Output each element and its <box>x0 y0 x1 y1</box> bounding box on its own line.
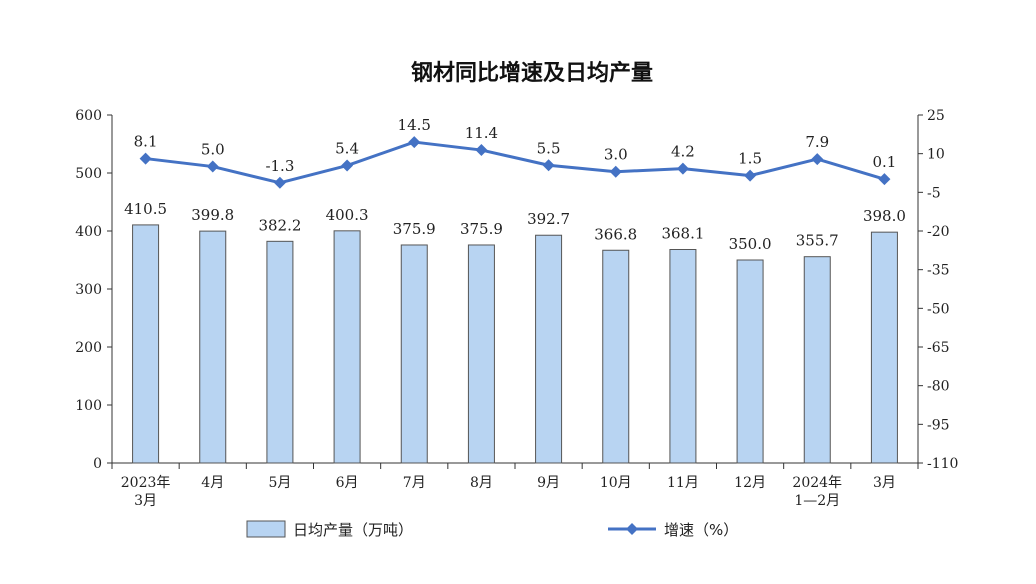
line-series <box>145 140 885 185</box>
y-left-tick-label: 300 <box>75 282 102 298</box>
line-data-label: -1.3 <box>265 157 294 175</box>
x-tick-label: 1—2月 <box>794 493 840 509</box>
line-point <box>542 159 555 172</box>
bar <box>400 244 428 464</box>
x-tick-label: 12月 <box>734 475 766 491</box>
bar-data-label: 399.8 <box>191 206 234 224</box>
bar-data-label: 375.9 <box>393 220 436 238</box>
line-data-label: 5.0 <box>201 141 225 159</box>
bar <box>870 231 898 464</box>
bar <box>199 230 227 464</box>
line-point <box>878 173 891 186</box>
bar <box>602 249 630 464</box>
y-left-tick-label: 400 <box>75 224 102 240</box>
line-point <box>341 159 354 172</box>
x-tick-label: 11月 <box>667 475 699 491</box>
bar-data-label: 410.5 <box>124 200 167 218</box>
y-left-tick-label: 600 <box>75 108 102 124</box>
line-point <box>475 144 488 157</box>
plot-area: 0 100 200 300 400 500 600 25 10 -5 -20 -35 -50 -65 -80… <box>75 108 958 509</box>
y-right-tick-label: -65 <box>927 340 950 356</box>
y-right-tick-label: -5 <box>927 185 941 201</box>
y-right-tick-label: -20 <box>927 224 950 240</box>
bar-data-label: 400.3 <box>326 206 369 224</box>
bar-data-label: 368.1 <box>661 225 704 243</box>
line-point <box>609 165 622 178</box>
x-tick-label: 8月 <box>470 475 493 491</box>
line-data-label: 5.5 <box>537 139 561 157</box>
line-point <box>273 176 286 189</box>
bar-data-label: 350.0 <box>729 235 772 253</box>
x-tick-label: 9月 <box>537 475 560 491</box>
legend-label-bar: 日均产量（万吨） <box>293 521 413 539</box>
y-right-tick-label: -110 <box>927 456 958 472</box>
bar <box>132 224 160 464</box>
line-data-label: 8.1 <box>134 133 158 151</box>
bar-data-label: 398.0 <box>863 207 906 225</box>
legend-swatch-bar <box>246 520 286 538</box>
y-right-tick-label: -80 <box>927 379 950 395</box>
legend-label-line: 增速（%） <box>664 521 738 539</box>
line-data-label: 0.1 <box>872 153 896 171</box>
bar <box>669 249 697 464</box>
x-tick-label: 2023年 <box>121 475 171 491</box>
bar-data-label: 392.7 <box>527 210 570 228</box>
y-right-tick-label: 10 <box>927 147 945 163</box>
line-data-label: 7.9 <box>805 133 829 151</box>
line-data-label: 11.4 <box>465 124 498 142</box>
y-left-tick-label: 200 <box>75 340 102 356</box>
y-left-tick-label: 0 <box>93 456 102 472</box>
bar <box>736 259 764 464</box>
line-data-label: 1.5 <box>738 150 762 168</box>
line-point <box>676 162 689 175</box>
bar-data-label: 382.2 <box>258 216 301 234</box>
x-tick-label: 10月 <box>600 475 632 491</box>
legend: 日均产量（万吨） 增速（%） <box>246 520 738 539</box>
chart-title: 钢材同比增速及日均产量 <box>411 60 653 86</box>
x-tick-label: 4月 <box>201 475 224 491</box>
x-tick-label: 2024年 <box>792 475 842 491</box>
x-tick-label: 3月 <box>873 475 896 491</box>
legend-marker <box>626 523 638 535</box>
line-point <box>206 160 219 173</box>
bar <box>467 244 495 464</box>
x-tick-label: 3月 <box>134 493 157 509</box>
x-tick-label: 7月 <box>403 475 426 491</box>
line-point <box>408 136 421 149</box>
y-right-tick-label: -95 <box>927 417 950 433</box>
x-tick-label: 6月 <box>336 475 359 491</box>
line-data-label: 14.5 <box>398 116 431 134</box>
line-point <box>744 169 757 182</box>
bar <box>535 234 563 464</box>
y-right-tick-label: 25 <box>927 108 945 124</box>
bar <box>333 230 361 464</box>
y-left-tick-label: 500 <box>75 166 102 182</box>
x-tick-label: 5月 <box>268 475 291 491</box>
line-data-label: 3.0 <box>604 146 628 164</box>
line-point <box>811 153 824 166</box>
line-point <box>139 152 152 165</box>
bar-data-label: 375.9 <box>460 220 503 238</box>
y-right-tick-label: -50 <box>927 301 950 317</box>
y-left-tick-label: 100 <box>75 398 102 414</box>
bar-data-label: 366.8 <box>594 225 637 243</box>
line-data-label: 5.4 <box>335 140 359 158</box>
bar-data-label: 355.7 <box>796 232 839 250</box>
bar <box>266 240 294 464</box>
bar <box>803 256 831 464</box>
line-data-label: 4.2 <box>671 143 695 161</box>
y-right-tick-label: -35 <box>927 263 950 279</box>
